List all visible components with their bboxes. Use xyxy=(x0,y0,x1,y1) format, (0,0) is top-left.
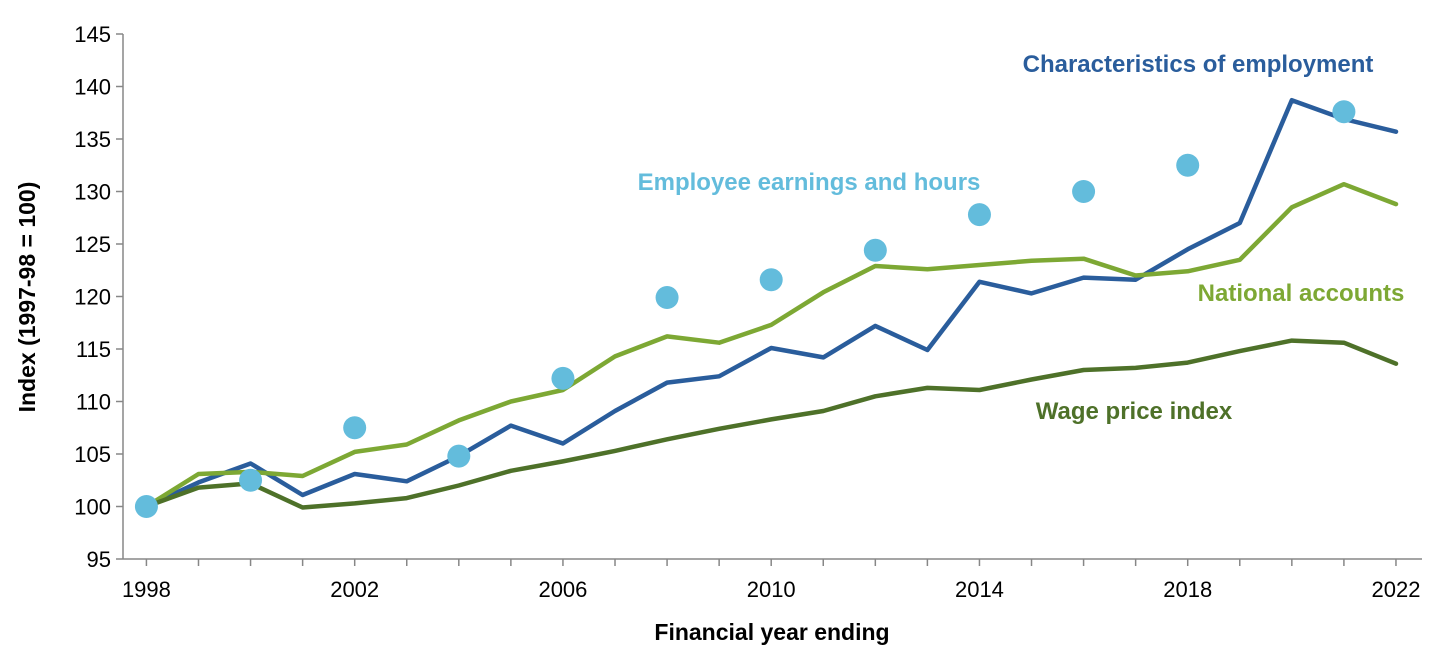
axes: 95 100 105 110 115 120 125 130 135 140 145 1998 2002… xyxy=(74,22,1422,602)
data-point-employee-earnings-and-hours xyxy=(1332,100,1356,124)
data-point-employee-earnings-and-hours xyxy=(343,416,367,440)
series-labels: Characteristics of employment National ac… xyxy=(638,51,1405,425)
data-point-employee-earnings-and-hours xyxy=(134,495,158,518)
y-tick-label: 130 xyxy=(74,180,111,205)
y-tick-label: 125 xyxy=(74,232,111,257)
series-points xyxy=(134,100,1356,518)
series-line-characteristics-of-employment xyxy=(144,97,1399,509)
x-tick-label: 2006 xyxy=(538,577,587,602)
data-point-employee-earnings-and-hours xyxy=(967,203,991,227)
series-label-national-accounts: National accounts xyxy=(1198,280,1405,307)
y-tick-label: 135 xyxy=(74,127,111,152)
x-tick-label: 2010 xyxy=(747,577,796,602)
data-point-employee-earnings-and-hours xyxy=(759,268,783,292)
data-point-employee-earnings-and-hours xyxy=(863,238,887,262)
x-tick-label: 2014 xyxy=(955,577,1004,602)
series-label-wage-price-index: Wage price index xyxy=(1036,398,1233,425)
data-point-employee-earnings-and-hours xyxy=(551,366,575,390)
series-line-national-accounts xyxy=(144,181,1399,509)
y-axis-title: Index (1997-98 = 100) xyxy=(14,182,40,413)
data-point-employee-earnings-and-hours xyxy=(1072,180,1096,203)
series-line-wage-price-index xyxy=(144,338,1399,510)
y-tick-label: 140 xyxy=(74,75,111,100)
data-point-employee-earnings-and-hours xyxy=(1176,153,1200,177)
x-axis-title: Financial year ending xyxy=(654,619,889,645)
data-point-employee-earnings-and-hours xyxy=(239,468,263,492)
series-lines xyxy=(144,97,1399,510)
data-point-employee-earnings-and-hours xyxy=(447,444,471,468)
x-tick-label: 2002 xyxy=(330,577,379,602)
data-point-employee-earnings-and-hours xyxy=(655,286,679,310)
x-tick-label: 1998 xyxy=(122,577,171,602)
x-tick-label: 2022 xyxy=(1371,577,1420,602)
series-label-characteristics-of-employment: Characteristics of employment xyxy=(1023,51,1374,78)
y-tick-label: 105 xyxy=(74,442,111,467)
y-tick-label: 115 xyxy=(76,337,111,362)
y-tick-label: 95 xyxy=(87,547,111,572)
y-tick-label: 120 xyxy=(74,285,111,310)
x-tick-label: 2018 xyxy=(1163,577,1212,602)
y-tick-label: 100 xyxy=(74,495,111,520)
y-tick-label: 145 xyxy=(74,22,111,47)
series-label-employee-earnings-and-hours: Employee earnings and hours xyxy=(638,169,981,196)
y-tick-label: 110 xyxy=(76,390,111,415)
